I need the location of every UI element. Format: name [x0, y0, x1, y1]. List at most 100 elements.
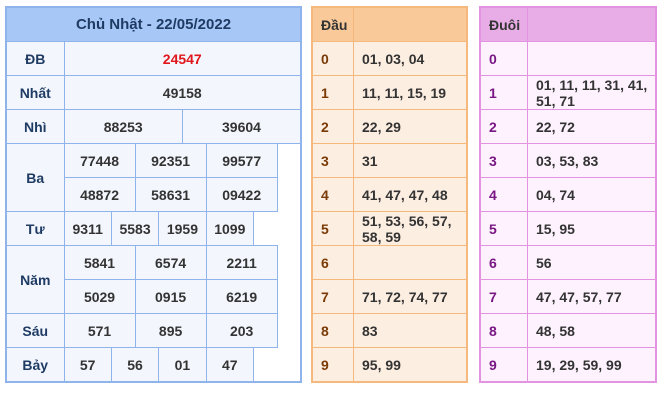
duoi-digit: 8 [479, 313, 528, 348]
prize-label: ĐB [5, 41, 65, 76]
dau-digit: 1 [311, 75, 354, 110]
prize-number: 895 [134, 313, 207, 348]
dau-values: 22, 29 [353, 109, 468, 144]
duoi-digit: 9 [479, 347, 528, 383]
results-title: Chủ Nhật - 22/05/2022 [5, 6, 302, 42]
dau-digit: 8 [311, 313, 354, 348]
prize-number: 77448 [63, 143, 136, 178]
prize-number: 5583 [110, 211, 160, 246]
prize-row: ĐB 24547 [5, 41, 302, 76]
prize-number: 2211 [205, 245, 278, 280]
prize-row: Nhì 88253 39604 [5, 109, 302, 144]
duoi-values: 19, 29, 59, 99 [527, 347, 657, 383]
prize-row: Nhất 49158 [5, 75, 302, 110]
duoi-row: 8 48, 58 [479, 313, 657, 348]
duoi-row: 0 [479, 41, 657, 76]
prize-row: Bảy 57 56 01 47 [5, 347, 301, 383]
dau-header-values [353, 6, 468, 42]
prize-row: Năm 5841 6574 2211 [5, 245, 301, 314]
prize-number: 88253 [63, 109, 183, 144]
dau-digit: 7 [311, 279, 354, 314]
dau-digit: 4 [311, 177, 354, 212]
duoi-row: 2 22, 72 [479, 109, 657, 144]
prize-label: Nhì [5, 109, 65, 144]
duoi-row: 7 47, 47, 57, 77 [479, 279, 657, 314]
dau-values [353, 245, 468, 280]
prize-label: Tư [5, 211, 65, 246]
duoi-table: Đuôi 0 1 01, 11, 11, 31, 41, 51, 71 2 22, 72… [479, 6, 657, 383]
prize-number: 47 [205, 347, 255, 383]
duoi-row: 9 19, 29, 59, 99 [479, 347, 657, 383]
prize-number: 48872 [63, 177, 136, 212]
duoi-values: 47, 47, 57, 77 [527, 279, 657, 314]
duoi-values: 15, 95 [527, 211, 657, 246]
dau-row: 5 51, 53, 56, 57, 58, 59 [311, 211, 468, 246]
dau-digit: 5 [311, 211, 354, 246]
results-table: Chủ Nhật - 22/05/2022 ĐB 24547 Nhất 49158 Nh… [5, 6, 302, 383]
dau-row: 6 [311, 245, 468, 280]
dau-row: 7 71, 72, 74, 77 [311, 279, 468, 314]
duoi-row: 5 15, 95 [479, 211, 657, 246]
duoi-row: 4 04, 74 [479, 177, 657, 212]
duoi-header: Đuôi [479, 6, 528, 42]
duoi-header-values [527, 6, 657, 42]
prize-number: 09422 [205, 177, 278, 212]
prize-number: 56 [110, 347, 160, 383]
dau-values: 51, 53, 56, 57, 58, 59 [353, 211, 468, 246]
dau-table: Đầu 0 01, 03, 04 1 11, 11, 15, 19 2 22, 29 3 31… [311, 6, 468, 383]
dau-values: 95, 99 [353, 347, 468, 383]
duoi-digit: 4 [479, 177, 528, 212]
duoi-row: 3 03, 53, 83 [479, 143, 657, 178]
duoi-digit: 7 [479, 279, 528, 314]
duoi-digit: 1 [479, 75, 528, 110]
prize-number: 6574 [134, 245, 207, 280]
prize-label: Năm [5, 245, 65, 314]
duoi-values: 04, 74 [527, 177, 657, 212]
duoi-digit: 0 [479, 41, 528, 76]
prize-number: 39604 [181, 109, 302, 144]
prize-number: 99577 [205, 143, 278, 178]
dau-row: 3 31 [311, 143, 468, 178]
dau-row: 2 22, 29 [311, 109, 468, 144]
duoi-values: 01, 11, 11, 31, 41, 51, 71 [527, 75, 657, 110]
dau-values: 31 [353, 143, 468, 178]
prize-number: 1099 [205, 211, 255, 246]
duoi-values: 03, 53, 83 [527, 143, 657, 178]
dau-header: Đầu [311, 6, 354, 42]
prize-row: 48872 58631 09422 [6, 177, 301, 212]
prize-label: Ba [5, 143, 65, 212]
prize-number: 1959 [158, 211, 207, 246]
duoi-values [527, 41, 657, 76]
prize-row: Ba 77448 92351 99577 [5, 143, 301, 212]
prize-number: 57 [63, 347, 112, 383]
duoi-values: 48, 58 [527, 313, 657, 348]
duoi-digit: 5 [479, 211, 528, 246]
dau-row: 8 83 [311, 313, 468, 348]
prize-number: 571 [63, 313, 136, 348]
prize-number: 5029 [63, 279, 136, 314]
special-prize-number: 24547 [63, 41, 302, 76]
dau-row: 9 95, 99 [311, 347, 468, 383]
prize-row: Tư 9311 5583 1959 1099 [5, 211, 301, 246]
dau-values: 01, 03, 04 [353, 41, 468, 76]
prize-label: Nhất [5, 75, 65, 110]
prize-number: 0915 [134, 279, 207, 314]
dau-values: 71, 72, 74, 77 [353, 279, 468, 314]
dau-values: 41, 47, 47, 48 [353, 177, 468, 212]
dau-digit: 3 [311, 143, 354, 178]
prize-number: 01 [158, 347, 207, 383]
prize-label: Sáu [5, 313, 65, 348]
duoi-digit: 6 [479, 245, 528, 280]
prize-number: 6219 [205, 279, 278, 314]
prize-number: 203 [205, 313, 278, 348]
duoi-digit: 3 [479, 143, 528, 178]
duoi-row: 1 01, 11, 11, 31, 41, 51, 71 [479, 75, 657, 110]
duoi-row: 6 56 [479, 245, 657, 280]
prize-label: Bảy [5, 347, 65, 383]
dau-values: 83 [353, 313, 468, 348]
duoi-digit: 2 [479, 109, 528, 144]
dau-digit: 6 [311, 245, 354, 280]
duoi-values: 22, 72 [527, 109, 657, 144]
prize-number: 5841 [63, 245, 136, 280]
dau-row: 1 11, 11, 15, 19 [311, 75, 468, 110]
